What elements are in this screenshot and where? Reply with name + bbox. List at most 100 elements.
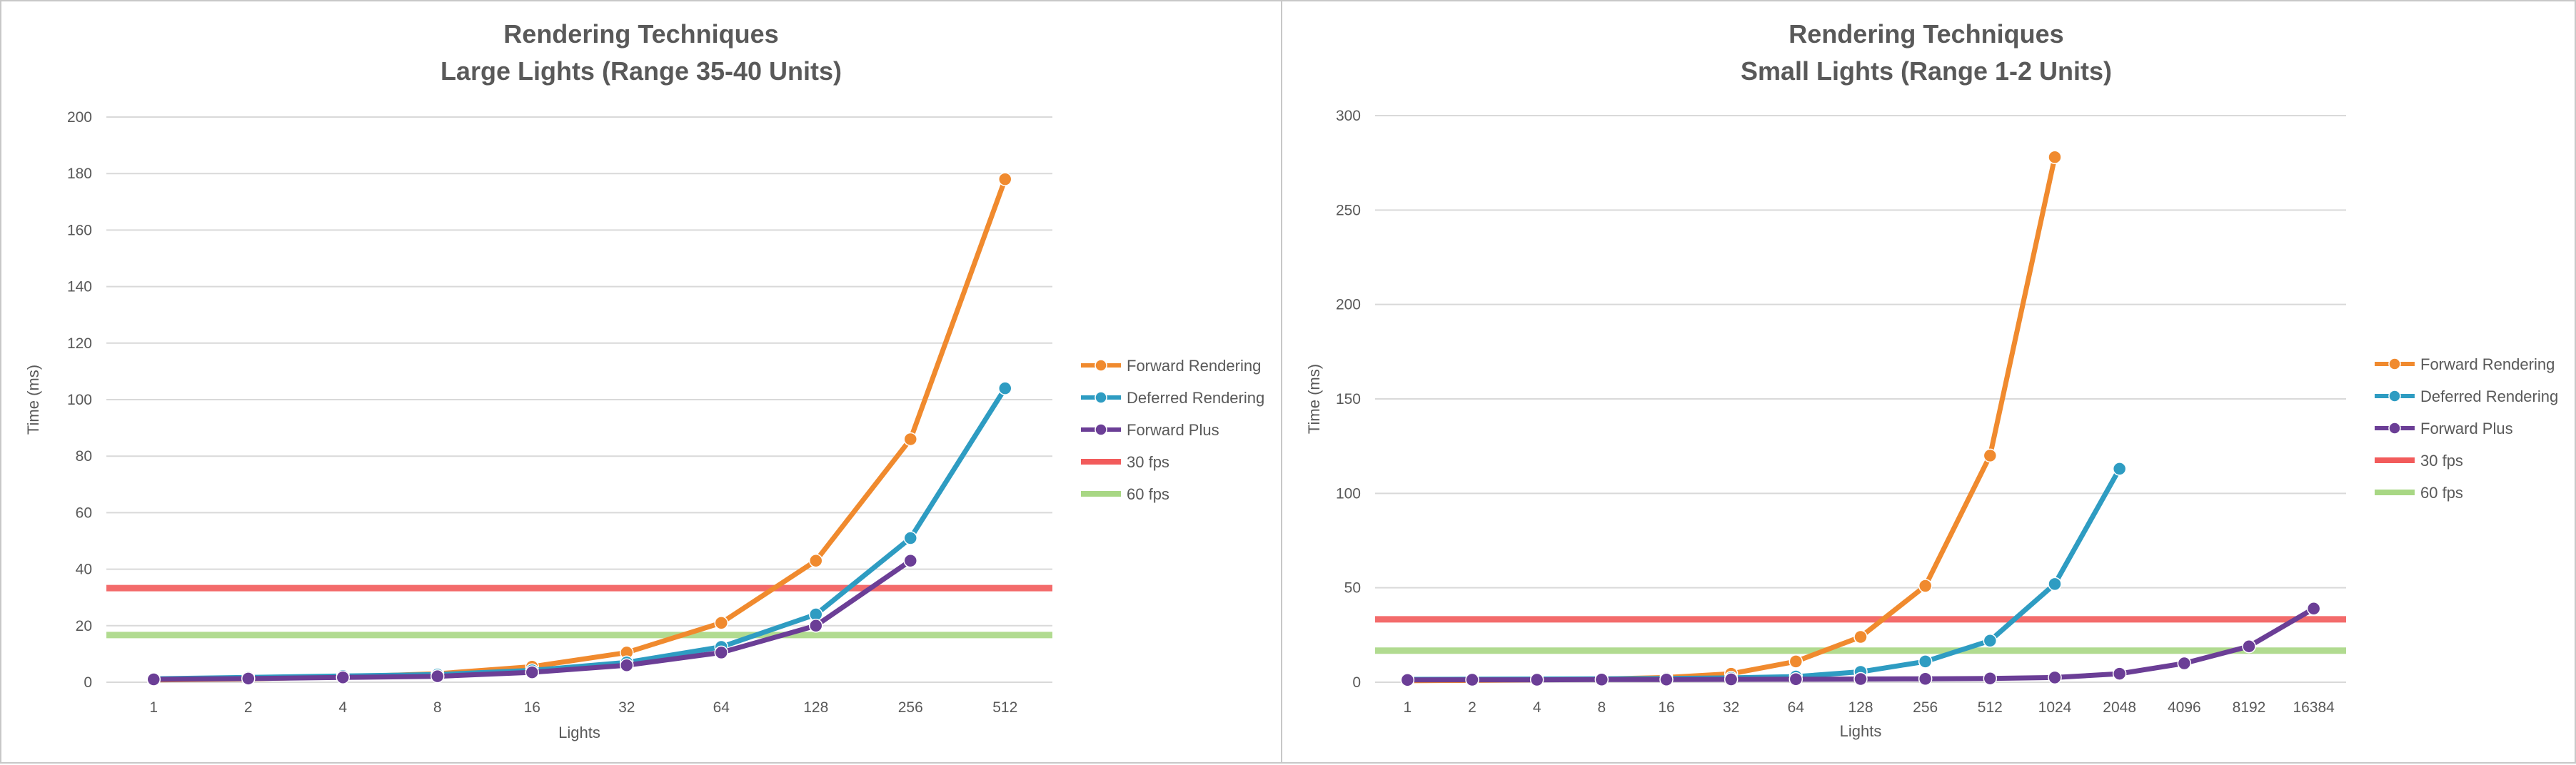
data-point: [2306, 602, 2321, 616]
legend-swatch-marker: [2388, 390, 2401, 402]
legend-label: Forward Plus: [2420, 420, 2513, 437]
series-forward-rendering: [1400, 150, 2062, 688]
x-tick-label: 2: [1468, 699, 1476, 716]
x-tick-label: 32: [618, 699, 635, 716]
data-point: [1918, 654, 1933, 669]
legend-label: Deferred Rendering: [2420, 387, 2558, 405]
legend-item: Forward Plus: [1081, 421, 1219, 439]
legend-label: 30 fps: [1127, 453, 1169, 471]
x-tick-label: 64: [713, 699, 730, 716]
data-point: [1659, 672, 1674, 687]
y-tick-label: 150: [1336, 391, 1361, 407]
legend-label: Forward Rendering: [2420, 355, 2555, 373]
data-point: [1918, 579, 1933, 593]
x-tick-label: 2048: [2103, 699, 2136, 716]
y-tick-label: 100: [1336, 485, 1361, 502]
legend-item: Forward Rendering: [2375, 355, 2555, 373]
chart-title-line-1: Rendering Techniques: [1788, 19, 2063, 49]
legend-label: 60 fps: [2420, 484, 2463, 502]
x-tick-label: 2: [244, 699, 253, 716]
data-point: [1853, 629, 1868, 644]
series-forward-rendering: [146, 172, 1012, 687]
y-tick-label: 250: [1336, 202, 1361, 218]
y-tick-label: 40: [76, 562, 92, 578]
x-axis-label: Lights: [558, 724, 600, 741]
data-point: [146, 672, 161, 687]
data-point: [1788, 654, 1803, 669]
legend-label: Forward Rendering: [1127, 357, 1261, 375]
data-point: [714, 645, 728, 660]
chart-panel-large-lights: Rendering Techniques Large Lights (Range …: [0, 0, 1282, 764]
legend-swatch-marker: [1095, 359, 1107, 372]
y-tick-label: 20: [76, 618, 92, 634]
legend-item: Deferred Rendering: [2375, 387, 2558, 405]
y-tick-label: 200: [1336, 297, 1361, 313]
data-point: [2048, 150, 2062, 164]
x-tick-label: 64: [1788, 699, 1805, 716]
x-tick-label: 1: [149, 699, 158, 716]
data-point: [1529, 672, 1544, 687]
data-point: [620, 658, 634, 672]
data-point: [431, 669, 445, 684]
data-point: [1724, 672, 1739, 687]
legend-item: Forward Rendering: [1081, 357, 1261, 375]
data-point: [1594, 672, 1609, 687]
legend-item: 60 fps: [2375, 484, 2463, 502]
y-tick-label: 160: [67, 222, 92, 238]
x-tick-label: 4: [1533, 699, 1541, 716]
chart-title-line-2: Large Lights (Range 35-40 Units): [441, 56, 842, 86]
legend-item: 30 fps: [1081, 453, 1169, 471]
chart-title-line-2: Small Lights (Range 1-2 Units): [1741, 56, 2112, 86]
data-point: [2242, 639, 2256, 654]
x-tick-label: 4: [338, 699, 347, 716]
y-tick-label: 60: [76, 505, 92, 521]
y-tick-label: 50: [1344, 580, 1361, 597]
data-point: [714, 616, 728, 630]
data-point: [903, 531, 917, 545]
data-point: [336, 670, 350, 685]
series-line-forward-rendering: [1404, 154, 2058, 684]
chart-panel-small-lights: Rendering Techniques Small Lights (Range …: [1282, 0, 2576, 764]
x-axis-label: Lights: [1840, 722, 1882, 740]
x-tick-label: 128: [1848, 699, 1873, 716]
data-point: [2112, 667, 2127, 681]
x-tick-label: 512: [1978, 699, 2003, 716]
chart-small-lights: Rendering Techniques Small Lights (Range …: [1305, 19, 2558, 740]
legend-swatch-marker: [1095, 391, 1107, 404]
legend: Forward Rendering Deferred Rendering Forwa…: [2375, 355, 2558, 502]
series-deferred-rendering: [146, 381, 1012, 686]
legend-item: Forward Plus: [2375, 420, 2513, 437]
data-point: [903, 432, 917, 447]
x-tick-label: 512: [992, 699, 1017, 716]
x-tick-label: 8: [433, 699, 442, 716]
data-point: [1400, 673, 1415, 687]
data-point: [2048, 577, 2062, 592]
data-point: [1983, 671, 1998, 686]
series-forward-plus: [1400, 602, 2321, 687]
data-point: [525, 665, 539, 679]
gridlines: [1375, 115, 2346, 683]
chart-large-lights: Rendering Techniques Large Lights (Range …: [24, 19, 1264, 741]
series-forward-plus: [146, 553, 917, 687]
data-point: [998, 172, 1012, 186]
legend-swatch-marker: [2388, 422, 2401, 435]
data-point: [241, 672, 256, 686]
y-tick-label: 300: [1336, 108, 1361, 124]
legend-item: 60 fps: [1081, 485, 1169, 503]
x-tick-label: 1: [1403, 699, 1412, 716]
x-tick-label: 16: [1658, 699, 1674, 716]
data-point: [1465, 672, 1479, 687]
x-tick-label: 16: [524, 699, 540, 716]
legend-label: Forward Plus: [1127, 421, 1219, 439]
legend-item: Deferred Rendering: [1081, 389, 1264, 407]
y-tick-label: 0: [1352, 674, 1361, 691]
x-tick-label: 8192: [2233, 699, 2266, 716]
series-line-forward-rendering: [151, 176, 1008, 683]
data-point: [998, 381, 1012, 395]
y-tick-label: 80: [76, 448, 92, 465]
x-tick-label: 8: [1597, 699, 1606, 716]
x-tick-label: 256: [1913, 699, 1938, 716]
data-point: [2112, 462, 2127, 476]
x-tick-label: 16384: [2293, 699, 2335, 716]
data-point: [809, 619, 823, 633]
